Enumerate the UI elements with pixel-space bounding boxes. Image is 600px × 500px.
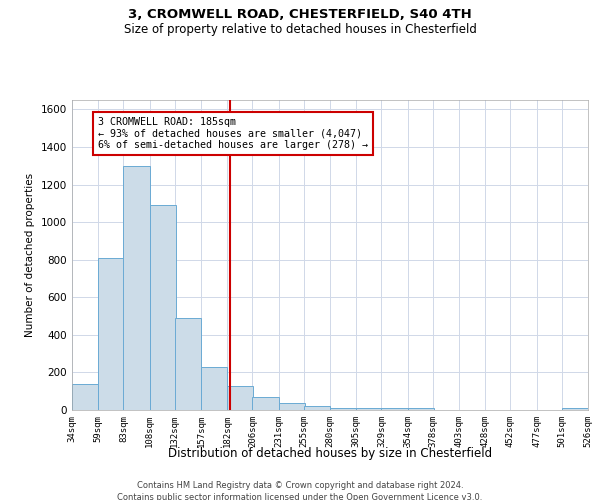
Bar — [304, 406, 330, 410]
Bar — [356, 408, 382, 410]
Bar — [72, 384, 98, 410]
Text: Contains HM Land Registry data © Crown copyright and database right 2024.: Contains HM Land Registry data © Crown c… — [137, 481, 463, 490]
Bar — [201, 367, 227, 410]
Bar — [278, 404, 305, 410]
Bar — [124, 166, 149, 410]
Bar — [253, 397, 278, 410]
Bar — [149, 205, 176, 410]
Bar — [407, 408, 434, 410]
Bar — [382, 408, 407, 410]
Y-axis label: Number of detached properties: Number of detached properties — [25, 173, 35, 337]
Bar — [330, 408, 356, 410]
Bar — [227, 386, 253, 410]
Bar — [562, 408, 588, 410]
Text: Contains public sector information licensed under the Open Government Licence v3: Contains public sector information licen… — [118, 492, 482, 500]
Text: 3 CROMWELL ROAD: 185sqm
← 93% of detached houses are smaller (4,047)
6% of semi-: 3 CROMWELL ROAD: 185sqm ← 93% of detache… — [98, 117, 368, 150]
Text: 3, CROMWELL ROAD, CHESTERFIELD, S40 4TH: 3, CROMWELL ROAD, CHESTERFIELD, S40 4TH — [128, 8, 472, 20]
Text: Size of property relative to detached houses in Chesterfield: Size of property relative to detached ho… — [124, 22, 476, 36]
Text: Distribution of detached houses by size in Chesterfield: Distribution of detached houses by size … — [168, 448, 492, 460]
Bar — [175, 318, 201, 410]
Bar — [98, 258, 124, 410]
